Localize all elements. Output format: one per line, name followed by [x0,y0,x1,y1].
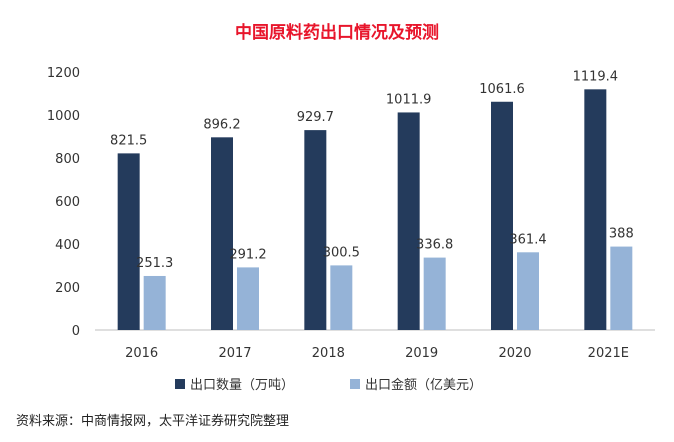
y-tick-label: 200 [55,281,80,296]
x-tick-label: 2021E [588,346,629,361]
legend-swatch-value [350,379,360,389]
y-tick-label: 1000 [47,109,80,124]
data-label: 896.2 [203,117,240,132]
y-tick-label: 400 [55,238,80,253]
x-tick-label: 2016 [125,346,158,361]
data-label: 1061.6 [479,82,525,97]
x-tick-label: 2019 [405,346,438,361]
data-label: 251.3 [136,256,173,271]
data-label: 291.2 [229,247,266,262]
bar-export-volume [584,89,607,330]
bar-export-value [610,246,633,330]
bar-export-value [423,257,446,330]
data-label: 1119.4 [573,69,619,84]
y-tick-label: 1200 [47,66,80,81]
bar-export-volume [397,112,420,330]
x-tick-label: 2020 [498,346,531,361]
legend-label: 出口金额（亿美元） [365,377,482,393]
data-label: 821.5 [110,133,147,148]
y-tick-label: 600 [55,195,80,210]
bar-export-volume [491,101,513,330]
chart-title: 中国原料药出口情况及预测 [235,22,439,43]
data-label: 336.8 [416,238,453,253]
y-tick-label: 0 [72,324,80,339]
bar-export-volume [117,153,140,330]
bar-export-volume [211,137,233,330]
bar-export-value [143,275,166,330]
bar-export-volume [304,130,327,330]
x-tick-label: 2017 [218,346,251,361]
data-label: 1011.9 [386,92,432,107]
data-label: 388 [609,227,634,242]
source-note: 资料来源：中商情报网，太平洋证券研究院整理 [16,414,290,429]
legend-label: 出口数量（万吨） [190,378,294,393]
bar-export-value [517,252,539,330]
data-label: 361.4 [509,232,546,247]
data-label: 300.5 [323,245,360,260]
legend-swatch-volume [175,379,185,389]
data-label: 929.7 [297,110,334,125]
x-tick-label: 2018 [312,346,345,361]
bar-export-value [330,265,353,330]
bar-export-value [237,267,259,330]
y-tick-label: 800 [55,152,80,167]
